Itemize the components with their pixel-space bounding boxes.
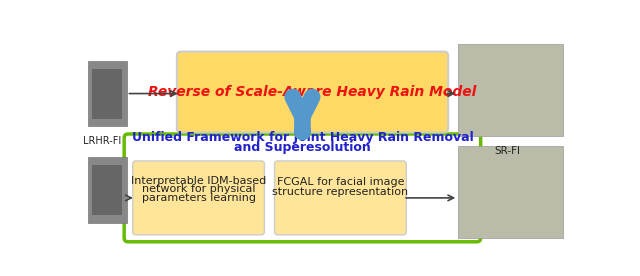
Bar	[92, 68, 122, 119]
Text: network for physical: network for physical	[142, 184, 255, 194]
Text: Interpretable IDM-based: Interpretable IDM-based	[131, 176, 266, 186]
Bar	[458, 44, 563, 136]
FancyBboxPatch shape	[177, 52, 448, 132]
FancyBboxPatch shape	[124, 134, 481, 242]
Text: parameters learning: parameters learning	[141, 193, 255, 203]
Text: structure representation: structure representation	[273, 187, 408, 197]
Text: SR-FI: SR-FI	[495, 145, 521, 156]
Text: and Superesolution: and Superesolution	[234, 140, 371, 153]
Text: Unified Framework for Joint Heavy Rain Removal: Unified Framework for Joint Heavy Rain R…	[132, 131, 474, 144]
Bar	[88, 61, 127, 126]
Bar	[88, 157, 127, 222]
FancyBboxPatch shape	[275, 161, 406, 235]
FancyBboxPatch shape	[132, 161, 264, 235]
Text: Reverse of Scale-Aware Heavy Rain Model: Reverse of Scale-Aware Heavy Rain Model	[148, 85, 477, 99]
Text: FCGAL for facial image: FCGAL for facial image	[276, 177, 404, 187]
Bar	[458, 145, 563, 238]
Bar	[92, 165, 122, 215]
Text: LRHR-FI: LRHR-FI	[83, 136, 121, 146]
